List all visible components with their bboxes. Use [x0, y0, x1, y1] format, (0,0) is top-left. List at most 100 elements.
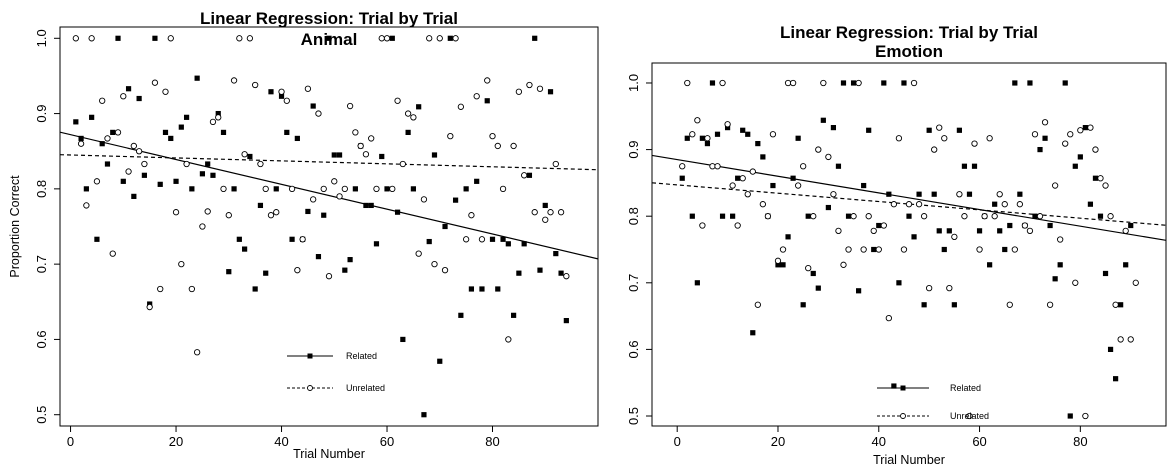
data-point-related — [183, 114, 190, 120]
data-point-unrelated — [236, 35, 243, 42]
data-point-related — [131, 193, 137, 199]
data-point-unrelated — [981, 213, 988, 220]
data-point-unrelated — [204, 208, 211, 215]
data-point-related — [906, 213, 912, 219]
data-point-related — [437, 358, 443, 364]
data-point-unrelated — [1026, 227, 1034, 234]
data-point-unrelated — [315, 110, 322, 117]
data-point-unrelated — [357, 142, 364, 150]
data-point-related — [820, 117, 826, 123]
data-point-unrelated — [157, 285, 164, 293]
data-point-unrelated — [220, 185, 227, 193]
data-point-unrelated — [99, 97, 106, 104]
data-point-unrelated — [1046, 301, 1054, 308]
data-point-related — [205, 161, 211, 167]
data-point-unrelated — [689, 131, 696, 138]
data-point-unrelated — [920, 213, 928, 220]
data-point-related — [704, 140, 711, 147]
regression-line-related — [652, 154, 1166, 241]
chart-panel-emotion: Linear Regression: Trial by TrialEmotion… — [626, 23, 1167, 467]
data-point-related — [1012, 80, 1018, 86]
data-point-unrelated — [1021, 222, 1029, 229]
data-point-related — [1092, 175, 1099, 181]
data-point-unrelated — [209, 118, 217, 126]
regression-line-unrelated — [652, 182, 1166, 226]
data-point-related — [1113, 376, 1119, 382]
data-point-related — [400, 336, 406, 343]
data-point-unrelated — [494, 142, 501, 150]
data-point-related — [373, 241, 380, 247]
data-point-unrelated — [267, 212, 275, 219]
data-point-related — [941, 246, 947, 253]
data-point-related — [1032, 213, 1038, 219]
data-point-related — [835, 163, 842, 169]
data-point-unrelated — [840, 261, 847, 268]
data-point-unrelated — [774, 257, 782, 264]
data-point-unrelated — [966, 412, 973, 420]
data-point-unrelated — [225, 212, 232, 219]
y-tick-label: 0.8 — [626, 207, 641, 225]
data-point-unrelated — [77, 140, 85, 147]
data-point-unrelated — [1117, 336, 1124, 343]
data-point-related — [189, 186, 195, 192]
data-point-unrelated — [684, 79, 691, 87]
data-point-related — [479, 286, 485, 292]
data-point-related — [352, 186, 358, 192]
data-point-related — [1082, 125, 1088, 131]
data-point-related — [780, 262, 786, 268]
data-point-related — [800, 302, 806, 308]
data-point-related — [825, 204, 831, 211]
x-axis-label: Trial Number — [293, 447, 365, 461]
data-point-unrelated — [462, 236, 470, 243]
chart-title: Linear Regression: Trial by Trial — [200, 9, 458, 28]
data-point-related — [1027, 80, 1033, 86]
data-point-related — [416, 104, 422, 110]
data-point-unrelated — [341, 185, 348, 193]
data-point-unrelated — [415, 250, 422, 257]
data-point-related — [861, 182, 867, 189]
data-point-related — [866, 127, 872, 133]
chart-subtitle: Emotion — [875, 42, 943, 61]
data-point-related — [220, 129, 227, 135]
data-point-unrelated — [278, 88, 285, 95]
y-tick-label: 0.6 — [626, 340, 641, 358]
legend-label-unrelated: Unrelated — [346, 383, 385, 393]
data-point-unrelated — [441, 267, 449, 274]
data-point-unrelated — [473, 93, 480, 100]
x-tick-label: 80 — [1073, 434, 1087, 449]
data-point-related — [363, 202, 369, 209]
data-point-related — [431, 152, 438, 158]
data-point-unrelated — [724, 121, 731, 128]
x-tick-label: 80 — [485, 434, 499, 449]
data-point-unrelated — [542, 216, 549, 223]
data-point-related — [558, 270, 564, 276]
data-point-unrelated — [436, 35, 443, 42]
data-point-unrelated — [1041, 119, 1049, 126]
data-point-unrelated — [536, 85, 544, 92]
plot-area — [652, 79, 1166, 420]
data-point-unrelated — [694, 117, 701, 124]
data-point-unrelated — [88, 35, 95, 42]
data-point-unrelated — [941, 135, 948, 142]
data-point-unrelated — [865, 213, 872, 220]
data-point-unrelated — [510, 142, 517, 150]
data-point-unrelated — [860, 246, 867, 253]
data-point-related — [1102, 270, 1109, 277]
legend-marker-related — [307, 353, 313, 359]
data-point-related — [489, 236, 496, 242]
data-point-unrelated — [404, 110, 412, 117]
data-point-related — [410, 186, 416, 192]
data-point-unrelated — [1102, 182, 1109, 189]
data-point-related — [379, 153, 385, 160]
data-point-unrelated — [1051, 182, 1059, 189]
data-point-related — [368, 202, 374, 209]
data-point-unrelated — [895, 135, 903, 142]
data-point-related — [1037, 146, 1043, 153]
data-point-unrelated — [373, 185, 380, 193]
data-point-related — [1087, 201, 1094, 207]
data-point-related — [1057, 262, 1063, 268]
data-point-related — [1002, 246, 1008, 253]
y-tick-label: 0.5 — [626, 407, 641, 425]
data-point-unrelated — [875, 246, 882, 253]
data-point-related — [474, 178, 480, 184]
